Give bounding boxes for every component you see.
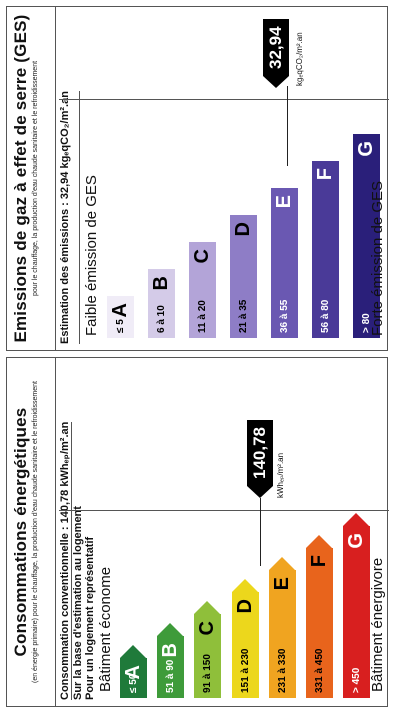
energy-class-f-range: 331 à 450 [314,648,325,694]
energy-estimation-basis: Sur la base d'estimation au logement [72,506,84,700]
energy-class-d-bar: 151 à 230 D [231,579,259,698]
energy-leader-line [260,498,261,566]
energy-bottom-label: Bâtiment énergivore [369,557,386,692]
energy-header: Consommations énergétiques (en énergie p… [7,358,56,706]
energy-class-g-bar: > 450 G [343,513,371,698]
ges-header: Emissions de gaz à effet de serre (GES) … [7,7,56,350]
energy-class-f-letter: F [308,555,330,568]
ges-class-c-bar: 11 à 20 C [189,242,216,338]
energy-class-a-bar: ≤ 50 A [120,645,147,698]
ges-class-c-range: 11 à 20 [197,300,208,333]
ges-leader-line [287,86,288,166]
ges-class-a-range: ≤ 5 [115,319,126,333]
energy-class-a-letter: A [122,665,144,680]
energy-class-c-range: 91 à 150 [202,654,214,693]
ges-class-f-letter: F [314,168,336,181]
ges-class-d-letter: D [232,222,254,237]
energy-info: Consommation conventionnelle : 140,78 kW… [59,421,96,700]
ges-pointer-tip [263,76,289,88]
energy-class-g-range: > 450 [351,667,363,693]
energy-class-b-range: 51 à 90 [165,659,177,693]
ges-class-e-letter: E [273,195,295,209]
ges-class-d-range: 21 à 35 [238,299,249,333]
ges-class-e-range: 36 à 55 [279,299,290,333]
energy-pointer-tip [247,486,273,498]
ges-value-pointer: 32,94 [263,19,289,88]
energy-class-a-arrow [120,645,146,658]
energy-class-e-range: 231 à 330 [276,648,288,694]
energy-class-g-arrow [343,513,370,526]
ges-class-c-letter: C [191,249,213,264]
ges-class-b-range: 6 à 10 [156,305,167,333]
ges-class-a-letter: A [109,303,131,318]
energy-class-b-arrow [157,623,184,636]
energy-top-label: Bâtiment économe [97,566,114,692]
energy-value-pointer: 140,78 [247,420,273,498]
energy-divider [59,510,389,511]
energy-class-e-arrow [268,557,295,570]
energy-class-d-letter: D [233,599,256,614]
energy-class-f-arrow [306,535,332,548]
ges-class-f-bar: 56 à 80 F [312,161,339,338]
energy-class-b-letter: B [159,643,182,658]
energy-title: Consommations énergétiques [11,407,30,657]
energy-consumption-line: Consommation conventionnelle : 140,78 kW… [59,421,72,700]
energy-class-c-bar: 91 à 150 C [194,601,222,698]
energy-class-e-letter: E [270,577,293,591]
energy-class-c-letter: C [196,621,219,636]
ges-bottom-label: Forte émission de GES [369,180,386,336]
energy-class-d-arrow [231,579,258,592]
ges-top-label: Faible émission de GES [83,175,100,336]
energy-class-b-bar: 51 à 90 B [157,623,185,698]
ges-class-f-range: 56 à 80 [320,299,331,333]
ges-panel: Emissions de gaz à effet de serre (GES) … [6,6,389,351]
energy-class-f-bar: 331 à 450 F [306,535,333,698]
ges-class-b-bar: 6 à 10 B [148,269,175,338]
ges-class-e-bar: 36 à 55 E [271,188,298,338]
ges-class-d-bar: 21 à 35 D [230,215,257,338]
energy-panel: Consommations énergétiques (en énergie p… [6,357,389,707]
energy-class-d-range: 151 à 230 [239,648,251,694]
ges-unit: kgₑqCO₂/m².an [295,32,304,86]
energy-value: 140,78 [247,420,273,486]
ges-divider [59,99,389,100]
energy-unit: kWhₑₚ/m².an [276,452,285,498]
ges-title: Emissions de gaz à effet de serre (GES) [11,14,30,343]
ges-subtitle: pour le chauffage, la production d'eau c… [32,60,39,297]
energy-class-c-arrow [194,601,221,614]
ges-estimation-line: Estimation des émissions : 32,94 kgₑqCO₂… [59,91,80,344]
ges-class-b-letter: B [150,276,172,291]
ges-value: 32,94 [263,19,289,76]
energy-class-g-letter: G [345,533,368,549]
energy-representative: Pour un logement représentatif [84,536,96,700]
energy-class-e-bar: 231 à 330 E [268,557,296,698]
energy-subtitle: (en énergie primaire) pour le chauffage,… [32,381,39,683]
ges-info: Estimation des émissions : 32,94 kgₑqCO₂… [59,91,80,344]
ges-class-g-letter: G [355,141,377,157]
